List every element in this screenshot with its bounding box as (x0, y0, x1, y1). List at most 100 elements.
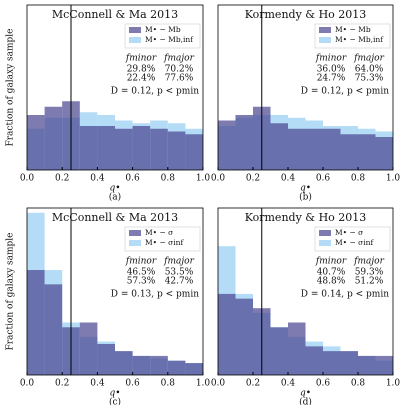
x-tick-label: 1.0 (196, 379, 211, 389)
table-header: fminor (125, 54, 157, 64)
x-tick-label: 1.0 (386, 174, 400, 184)
legend-swatch (319, 230, 331, 236)
stat-annotation: D = 0.13, p < pmin (111, 290, 199, 300)
x-tick-label: 0.4 (281, 379, 296, 389)
histogram-bar (150, 355, 168, 375)
chart-title: McConnell & Ma 2013 (52, 211, 178, 224)
table-cell: 36.0% (317, 65, 346, 75)
table-cell: 59.3% (355, 268, 384, 278)
x-tick-label: 0.0 (20, 174, 35, 184)
x-tick-label: 0.4 (90, 174, 105, 184)
table-cell: 51.2% (355, 277, 384, 287)
legend-label: M• − σinf (145, 238, 185, 247)
table-header: fmajor (163, 257, 194, 267)
table-header: fmajor (163, 54, 194, 64)
histogram-bar (375, 355, 393, 375)
x-tick-label: 0.6 (316, 379, 331, 389)
legend-swatch (319, 37, 331, 43)
histogram-bar (218, 120, 236, 170)
x-tick-label: 0.2 (55, 379, 69, 389)
plot-frame (217, 4, 394, 171)
table-header: fminor (125, 257, 157, 267)
legend-swatch (319, 240, 331, 246)
x-tick-label: 0.8 (161, 379, 176, 389)
panel-label: (a) (109, 192, 121, 203)
plot-frame (26, 207, 204, 376)
x-axis-label: q• (300, 184, 311, 194)
histogram-bar (358, 355, 376, 375)
table-header: fmajor (353, 257, 384, 267)
x-tick-label: 0.6 (125, 174, 140, 184)
table-cell: 29.8% (127, 65, 156, 75)
histogram-bar (288, 128, 306, 170)
table-header: fmajor (353, 54, 384, 64)
y-axis-label: Fraction of galaxy sample (6, 28, 16, 146)
x-tick-label: 0.0 (211, 379, 226, 389)
table-cell: 75.3% (355, 74, 384, 84)
legend-label: M• − Mb,inf (335, 35, 384, 44)
x-tick-label: 0.2 (55, 174, 69, 184)
y-axis-label: Fraction of galaxy sample (6, 232, 16, 350)
histogram-bar (132, 126, 151, 170)
table-cell: 40.7% (317, 268, 346, 278)
x-tick-label: 0.6 (316, 174, 331, 184)
histogram-bar (323, 128, 341, 170)
histogram-bar (27, 115, 45, 170)
x-axis-label: q• (109, 389, 120, 399)
table-cell: 46.5% (127, 268, 156, 278)
x-tick-label: 0.8 (351, 379, 366, 389)
legend-swatch (129, 37, 141, 43)
histogram-bar (305, 128, 323, 170)
x-tick-label: 0.6 (125, 379, 140, 389)
legend-swatch (129, 230, 141, 236)
table-cell: 48.8% (317, 277, 346, 287)
plot-frame (217, 207, 394, 376)
histogram-bar (305, 346, 323, 375)
legend-label: M• − Mb (335, 25, 371, 34)
panel-label: (d) (299, 397, 312, 405)
panel-label: (b) (299, 192, 312, 203)
table-cell: 77.6% (165, 74, 194, 84)
table-cell: 70.2% (165, 65, 194, 75)
chart-title: Kormendy & Ho 2013 (245, 211, 367, 224)
histogram-bar (185, 134, 203, 170)
table-cell: 24.7% (317, 74, 346, 84)
histogram-bar (44, 106, 63, 170)
x-tick-label: 0.4 (90, 379, 105, 389)
table-cell: 42.7% (165, 277, 194, 287)
histogram-bar (288, 322, 306, 375)
table-cell: 22.4% (127, 74, 156, 84)
table-cell: 57.3% (127, 277, 156, 287)
legend-swatch (129, 27, 141, 33)
x-tick-label: 1.0 (386, 379, 400, 389)
histogram-bar (132, 355, 151, 375)
histogram-bar (185, 363, 203, 375)
histogram-bar (340, 351, 358, 375)
histogram-bar (375, 137, 393, 170)
histogram-bar (235, 115, 253, 170)
histogram-bar (97, 126, 115, 170)
legend-label: M• − Mb (145, 25, 181, 34)
chart-title: McConnell & Ma 2013 (52, 8, 178, 21)
table-cell: 53.5% (165, 268, 194, 278)
histogram-bar (27, 270, 45, 375)
x-tick-label: 1.0 (196, 174, 211, 184)
histogram-bar (270, 327, 288, 375)
histogram-bar (79, 322, 98, 375)
histogram-bar (167, 131, 186, 170)
legend-label: M• − Mb,inf (145, 35, 194, 44)
x-axis-label: q• (300, 389, 311, 399)
histogram-bar (218, 293, 236, 375)
table-cell: 64.0% (355, 65, 384, 75)
legend-label: M• − σ (145, 228, 173, 237)
x-tick-label: 0.0 (211, 174, 226, 184)
histogram-bar (150, 128, 168, 170)
histogram-bar (358, 134, 376, 170)
legend-swatch (129, 240, 141, 246)
legend-label: M• − σ (335, 228, 363, 237)
x-tick-label: 0.2 (246, 379, 260, 389)
x-axis-label: q• (109, 184, 120, 194)
table-header: fminor (315, 54, 347, 64)
legend-label: M• − σinf (335, 238, 375, 247)
